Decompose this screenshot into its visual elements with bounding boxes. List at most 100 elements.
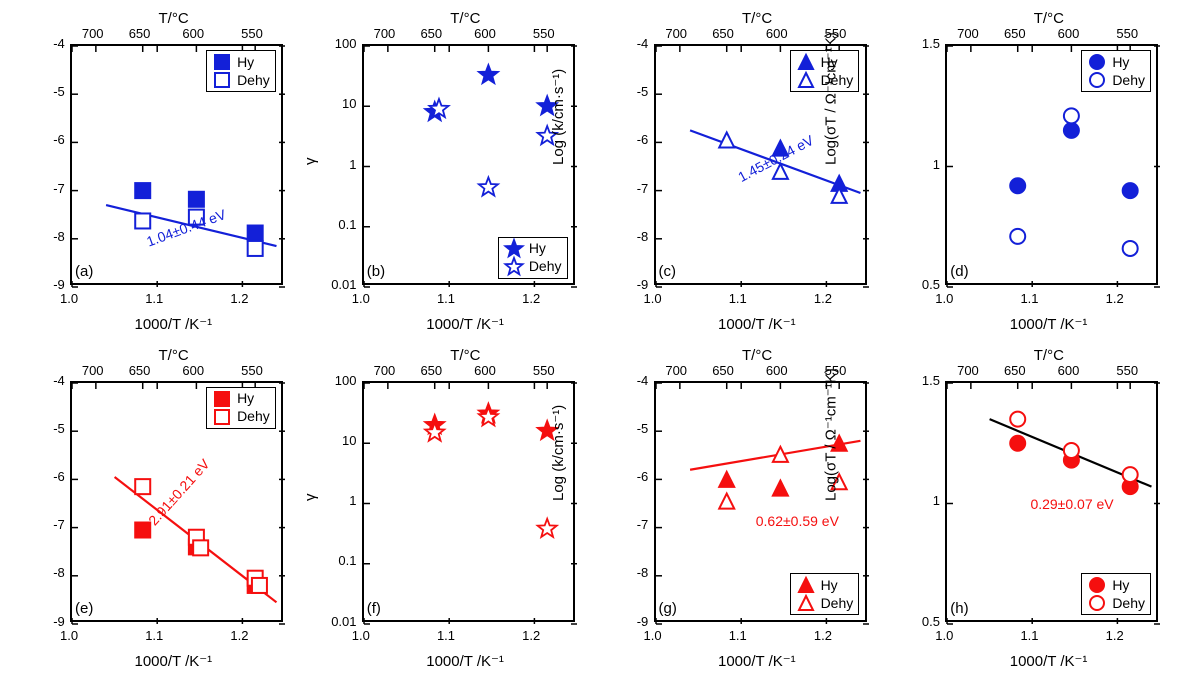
top-tick-label: 650: [129, 26, 151, 41]
legend: HyDehy: [498, 237, 568, 279]
bottom-axis-label: 1000/T /K⁻¹: [426, 315, 504, 333]
top-axis-label: T/°C: [742, 347, 772, 364]
x-tick-label: 1.2: [814, 628, 832, 643]
marker-square-open: [193, 540, 208, 555]
top-tick-label: 650: [420, 363, 442, 378]
y-tick-label: -6: [637, 132, 649, 147]
y-tick-label: -9: [637, 614, 649, 629]
x-tick-label: 1.0: [60, 628, 78, 643]
top-tick-label: 600: [766, 26, 788, 41]
y-tick-label: 0.01: [331, 277, 356, 292]
legend-entry: Dehy: [504, 258, 562, 276]
x-tick-label: 1.1: [145, 291, 163, 306]
legend-entry: Hy: [212, 53, 270, 71]
y-tick-label: -4: [637, 36, 649, 51]
legend: HyDehy: [790, 573, 860, 615]
bottom-axis-label: 1000/T /K⁻¹: [1010, 315, 1088, 333]
marker-square-open: [135, 479, 150, 494]
legend-label: Dehy: [529, 258, 562, 275]
y-axis-label: Log (k/cm·s⁻¹): [548, 405, 566, 501]
panel-label: (a): [75, 263, 93, 280]
legend-entry: Dehy: [796, 594, 854, 612]
marker-square-filled: [135, 522, 150, 537]
panel-label: (b): [367, 263, 385, 280]
x-tick-label: 1.2: [814, 291, 832, 306]
y-tick-label: 0.5: [922, 277, 940, 292]
marker-triangle-filled: [719, 471, 734, 486]
marker-square-filled: [248, 226, 263, 241]
top-axis-label: T/°C: [450, 10, 480, 27]
y-tick-label: 0.1: [338, 217, 356, 232]
panel-h: T/°C1000/T /K⁻¹Log(σT / Ω⁻¹cm⁻¹K)1.01.11…: [881, 343, 1171, 678]
y-tick-label: -9: [637, 277, 649, 292]
x-tick-label: 1.0: [935, 291, 953, 306]
bottom-axis-label: 1000/T /K⁻¹: [135, 652, 213, 670]
marker-circle-filled: [1010, 178, 1025, 193]
y-tick-label: 1: [349, 493, 356, 508]
panel-e: T/°C1000/T /K⁻¹Log (D/cm²·s⁻¹)1.01.11.27…: [6, 343, 296, 678]
top-tick-label: 650: [420, 26, 442, 41]
x-tick-label: 1.1: [437, 628, 455, 643]
y-tick-label: -7: [637, 181, 649, 196]
y-tick-label: -5: [53, 421, 65, 436]
x-tick-label: 1.2: [522, 291, 540, 306]
legend: HyDehy: [206, 387, 276, 429]
top-axis-label: T/°C: [159, 347, 189, 364]
top-tick-label: 600: [182, 363, 204, 378]
top-tick-label: 550: [241, 363, 263, 378]
marker-circle-filled: [1064, 123, 1079, 138]
legend: HyDehy: [206, 50, 276, 92]
legend-entry: Dehy: [212, 408, 270, 426]
top-tick-label: 600: [1058, 363, 1080, 378]
y-tick-label: -6: [53, 132, 65, 147]
bottom-axis-label: 1000/T /K⁻¹: [718, 315, 796, 333]
top-tick-label: 700: [957, 363, 979, 378]
top-tick-label: 650: [1004, 26, 1026, 41]
legend-entry: Hy: [212, 390, 270, 408]
legend-entry: Dehy: [1087, 594, 1145, 612]
top-axis-label: T/°C: [159, 10, 189, 27]
top-tick-label: 600: [766, 363, 788, 378]
y-axis-label: Log (k/cm·s⁻¹): [548, 68, 566, 164]
panel-label: (d): [950, 263, 968, 280]
marker-triangle-open: [719, 493, 734, 508]
y-tick-label: -8: [637, 229, 649, 244]
legend-label: Hy: [821, 577, 838, 594]
top-tick-label: 550: [533, 363, 555, 378]
top-tick-label: 550: [533, 26, 555, 41]
marker-circle-open: [1123, 467, 1138, 482]
top-tick-label: 600: [474, 363, 496, 378]
x-tick-label: 1.1: [1020, 628, 1038, 643]
y-tick-label: -8: [637, 565, 649, 580]
y-tick-label: -9: [53, 277, 65, 292]
y-tick-label: -7: [53, 517, 65, 532]
y-tick-label: 1.5: [922, 36, 940, 51]
bottom-axis-label: 1000/T /K⁻¹: [426, 652, 504, 670]
legend-label: Dehy: [1112, 72, 1145, 89]
x-tick-label: 1.0: [60, 291, 78, 306]
top-tick-label: 700: [957, 26, 979, 41]
panel-label: (f): [367, 600, 381, 617]
marker-triangle-filled: [772, 480, 787, 495]
top-tick-label: 550: [1116, 363, 1138, 378]
panel-b: T/°C1000/T /K⁻¹γ1.01.11.27006506005500.0…: [298, 6, 588, 341]
y-tick-label: -6: [637, 469, 649, 484]
y-tick-label: -9: [53, 614, 65, 629]
top-tick-label: 650: [1004, 363, 1026, 378]
marker-circle-open: [1064, 442, 1079, 457]
bottom-axis-label: 1000/T /K⁻¹: [135, 315, 213, 333]
legend-entry: Dehy: [212, 71, 270, 89]
top-tick-label: 700: [82, 26, 104, 41]
marker-star-filled: [479, 65, 498, 83]
legend-label: Hy: [237, 390, 254, 407]
y-axis-label: γ: [302, 157, 319, 165]
y-tick-label: -4: [53, 36, 65, 51]
fit-annotation: 0.29±0.07 eV: [1030, 496, 1113, 512]
marker-square-open: [248, 241, 263, 256]
legend-label: Hy: [529, 240, 546, 257]
y-tick-label: 0.01: [331, 614, 356, 629]
figure-grid: T/°C1000/T /K⁻¹Log (D/cm²·s⁻¹)1.01.11.27…: [0, 0, 1177, 681]
legend-label: Dehy: [821, 595, 854, 612]
x-tick-label: 1.2: [230, 291, 248, 306]
top-tick-label: 600: [474, 26, 496, 41]
